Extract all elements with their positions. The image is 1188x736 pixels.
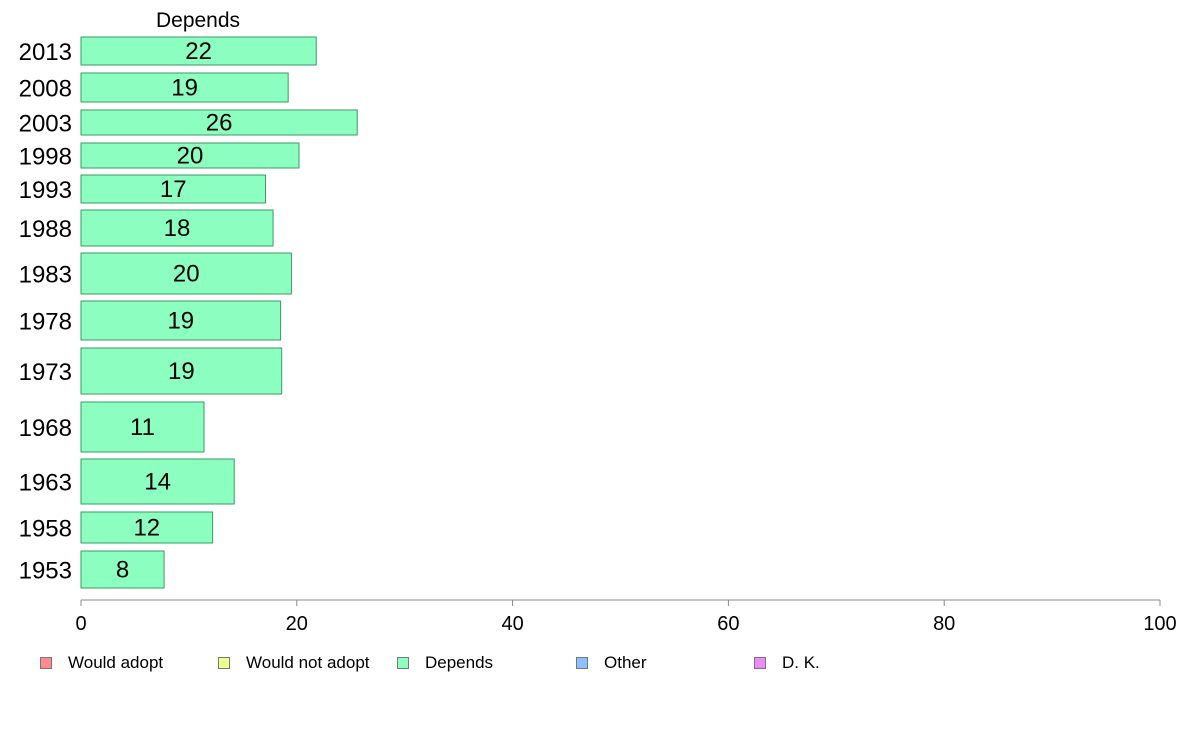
bar-1998 [80, 142, 300, 169]
bar-2008 [80, 72, 289, 103]
category-label-2003: 2003 [19, 111, 72, 138]
category-label-1963: 1963 [19, 470, 72, 497]
category-label-1978: 1978 [19, 309, 72, 336]
legend-item-depends: Depends [397, 652, 493, 674]
category-label-1953: 1953 [19, 558, 72, 585]
legend-swatch [754, 657, 766, 669]
x-tick-label-100: 100 [1143, 613, 1176, 635]
legend-label: Would adopt [68, 653, 164, 672]
bar-value-label-1988: 18 [164, 215, 191, 242]
legend-swatch [40, 657, 52, 669]
bar-1968 [80, 401, 205, 453]
bar-1978 [80, 300, 282, 341]
category-label-2013: 2013 [19, 39, 72, 66]
category-label-1988: 1988 [19, 216, 72, 243]
bar-2003 [80, 109, 358, 136]
bar-1953 [80, 550, 165, 589]
bar-value-label-1968: 11 [130, 414, 155, 441]
bar-value-label-1998: 20 [177, 143, 204, 170]
category-label-1958: 1958 [19, 516, 72, 543]
legend-item-d-k: D. K. [754, 652, 820, 674]
bar-1958 [80, 511, 214, 544]
x-tick-label-20: 20 [286, 613, 308, 635]
panel-title: Depends [156, 9, 240, 32]
legend-label: Would not adopt [246, 653, 370, 672]
bar-value-label-1993: 17 [160, 176, 187, 203]
legend-label: Depends [425, 653, 494, 672]
bar-value-label-1978: 19 [167, 308, 194, 335]
bar-value-label-1963: 14 [144, 469, 171, 496]
category-label-1968: 1968 [19, 415, 72, 442]
bar-1988 [80, 209, 274, 247]
category-label-1998: 1998 [19, 144, 72, 171]
x-tick-label-0: 0 [75, 613, 86, 635]
legend-item-other: Other [576, 652, 647, 674]
bar-1983 [80, 252, 292, 295]
bar-value-label-1958: 12 [133, 515, 160, 542]
legend-swatch [397, 657, 409, 669]
legend: Would adopt Would not adopt Depends Other D.… [0, 652, 1188, 676]
legend-swatch [576, 657, 588, 669]
category-label-1993: 1993 [19, 177, 72, 204]
bar-value-label-1983: 20 [173, 261, 200, 288]
legend-label: Other [604, 653, 647, 672]
bar-1993 [80, 174, 267, 204]
category-label-1973: 1973 [19, 359, 72, 386]
bar-1973 [80, 347, 283, 395]
bar-1963 [80, 458, 235, 505]
legend-swatch [218, 657, 230, 669]
bar-value-label-2008: 19 [171, 75, 198, 102]
x-axis: 0 20 40 60 80 100 [75, 599, 1177, 635]
bar-value-label-1973: 19 [168, 358, 195, 385]
bar-value-label-1953: 8 [116, 557, 129, 584]
x-tick-label-80: 80 [933, 613, 955, 635]
category-label-1983: 1983 [19, 262, 72, 289]
bars-layer: 22 2013 19 2008 26 2003 20 1998 17 1993 18 1988 20 19… [19, 36, 358, 589]
x-tick-label-60: 60 [717, 613, 739, 635]
legend-label: D. K. [782, 653, 820, 672]
category-label-2008: 2008 [19, 76, 72, 103]
bar-value-label-2013: 22 [185, 38, 212, 65]
legend-item-would-adopt: Would adopt [40, 652, 163, 674]
bar-value-label-2003: 26 [206, 110, 233, 137]
legend-item-would-not-adopt: Would not adopt [218, 652, 370, 674]
bar-2013 [80, 36, 317, 66]
x-tick-label-40: 40 [501, 613, 523, 635]
